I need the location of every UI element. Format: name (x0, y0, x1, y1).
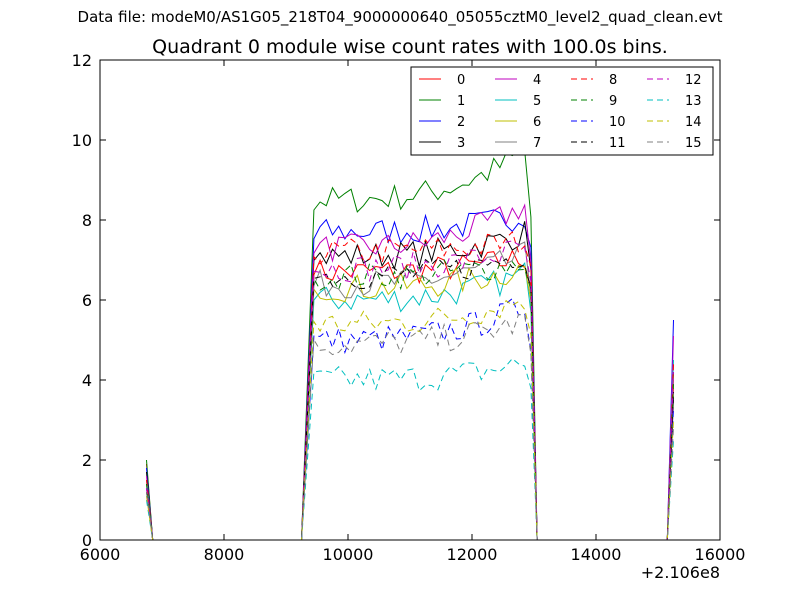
legend-label-11: 11 (609, 136, 626, 151)
y-tick-label: 12 (72, 51, 92, 70)
y-tick-label: 4 (82, 371, 92, 390)
y-tick-label: 6 (82, 291, 92, 310)
x-tick-label: 10000 (323, 545, 374, 564)
series-line-8 (146, 230, 674, 541)
series-line-7 (146, 241, 674, 541)
series-line-12 (146, 240, 674, 541)
x-tick-label: 6000 (80, 545, 121, 564)
x-tick-label: 8000 (204, 545, 245, 564)
legend-label-4: 4 (533, 73, 541, 88)
series-line-13 (146, 357, 674, 541)
series-layer (146, 150, 674, 541)
legend-label-14: 14 (685, 115, 702, 130)
x-tick-label: 12000 (447, 545, 498, 564)
x-offset-label: +2.106e8 (641, 563, 720, 582)
file-title: Data file: modeM0/AS1G05_218T04_90000006… (77, 8, 723, 26)
legend-label-15: 15 (685, 136, 702, 151)
y-tick-label: 0 (82, 531, 92, 550)
chart-title: Quadrant 0 module wise count rates with … (152, 36, 668, 58)
series-line-6 (146, 265, 674, 541)
legend-label-6: 6 (533, 115, 541, 130)
x-tick-label: 16000 (695, 545, 746, 564)
series-line-10 (146, 297, 674, 541)
legend-label-7: 7 (533, 136, 541, 151)
x-tick-label: 14000 (571, 545, 622, 564)
series-line-5 (146, 261, 674, 541)
legend-label-10: 10 (609, 115, 626, 130)
series-line-9 (146, 259, 674, 541)
legend-box (410, 66, 714, 156)
series-line-14 (146, 299, 674, 541)
y-tick-label: 2 (82, 451, 92, 470)
legend-label-5: 5 (533, 94, 541, 109)
y-tick-label: 10 (72, 131, 92, 150)
legend-label-1: 1 (457, 94, 465, 109)
legend-label-9: 9 (609, 94, 617, 109)
legend-label-2: 2 (457, 115, 465, 130)
legend-label-12: 12 (685, 73, 702, 88)
series-line-1 (146, 150, 674, 541)
series-line-2 (146, 209, 674, 541)
series-line-3 (146, 221, 674, 541)
series-line-4 (146, 203, 674, 541)
legend-label-3: 3 (457, 136, 465, 151)
legend-label-0: 0 (457, 73, 465, 88)
series-line-0 (146, 249, 674, 541)
legend-label-8: 8 (609, 73, 617, 88)
legend-label-13: 13 (685, 94, 702, 109)
y-tick-label: 8 (82, 211, 92, 230)
series-line-11 (146, 257, 674, 541)
series-line-15 (146, 313, 674, 541)
